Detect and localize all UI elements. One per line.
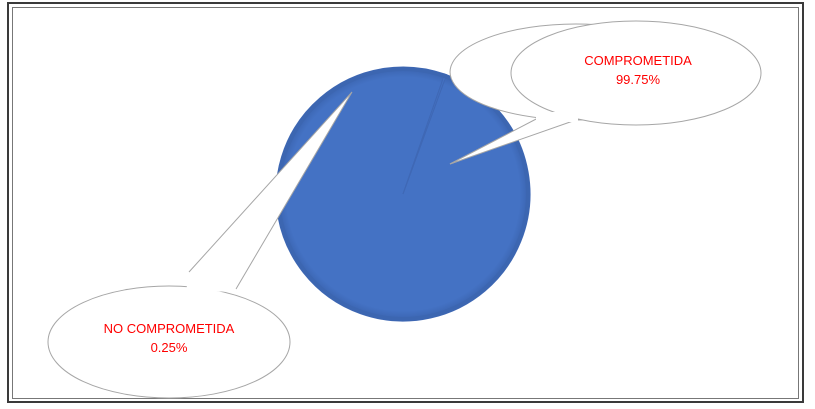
slice-label-no-comprometida: NO COMPROMETIDA	[104, 321, 235, 336]
callout-comprometida: COMPROMETIDA 99.75%	[449, 20, 762, 165]
callout-ellipse-comprometida	[510, 20, 762, 126]
callout-ellipse-no-comprometida	[47, 285, 291, 399]
callout-pointer-no-comprometida	[188, 91, 353, 290]
slice-value-comprometida: 99.75%	[616, 72, 661, 87]
slice-label-comprometida: COMPROMETIDA	[584, 53, 692, 68]
chart-frame-outer	[7, 2, 804, 403]
slice-value-no-comprometida: 0.25%	[151, 340, 188, 355]
chart-frame-inner	[12, 7, 799, 399]
callout-pointer-comprometida	[449, 116, 574, 165]
pie-slices	[275, 66, 531, 322]
callout-no-comprometida: NO COMPROMETIDA 0.25%	[47, 91, 353, 399]
